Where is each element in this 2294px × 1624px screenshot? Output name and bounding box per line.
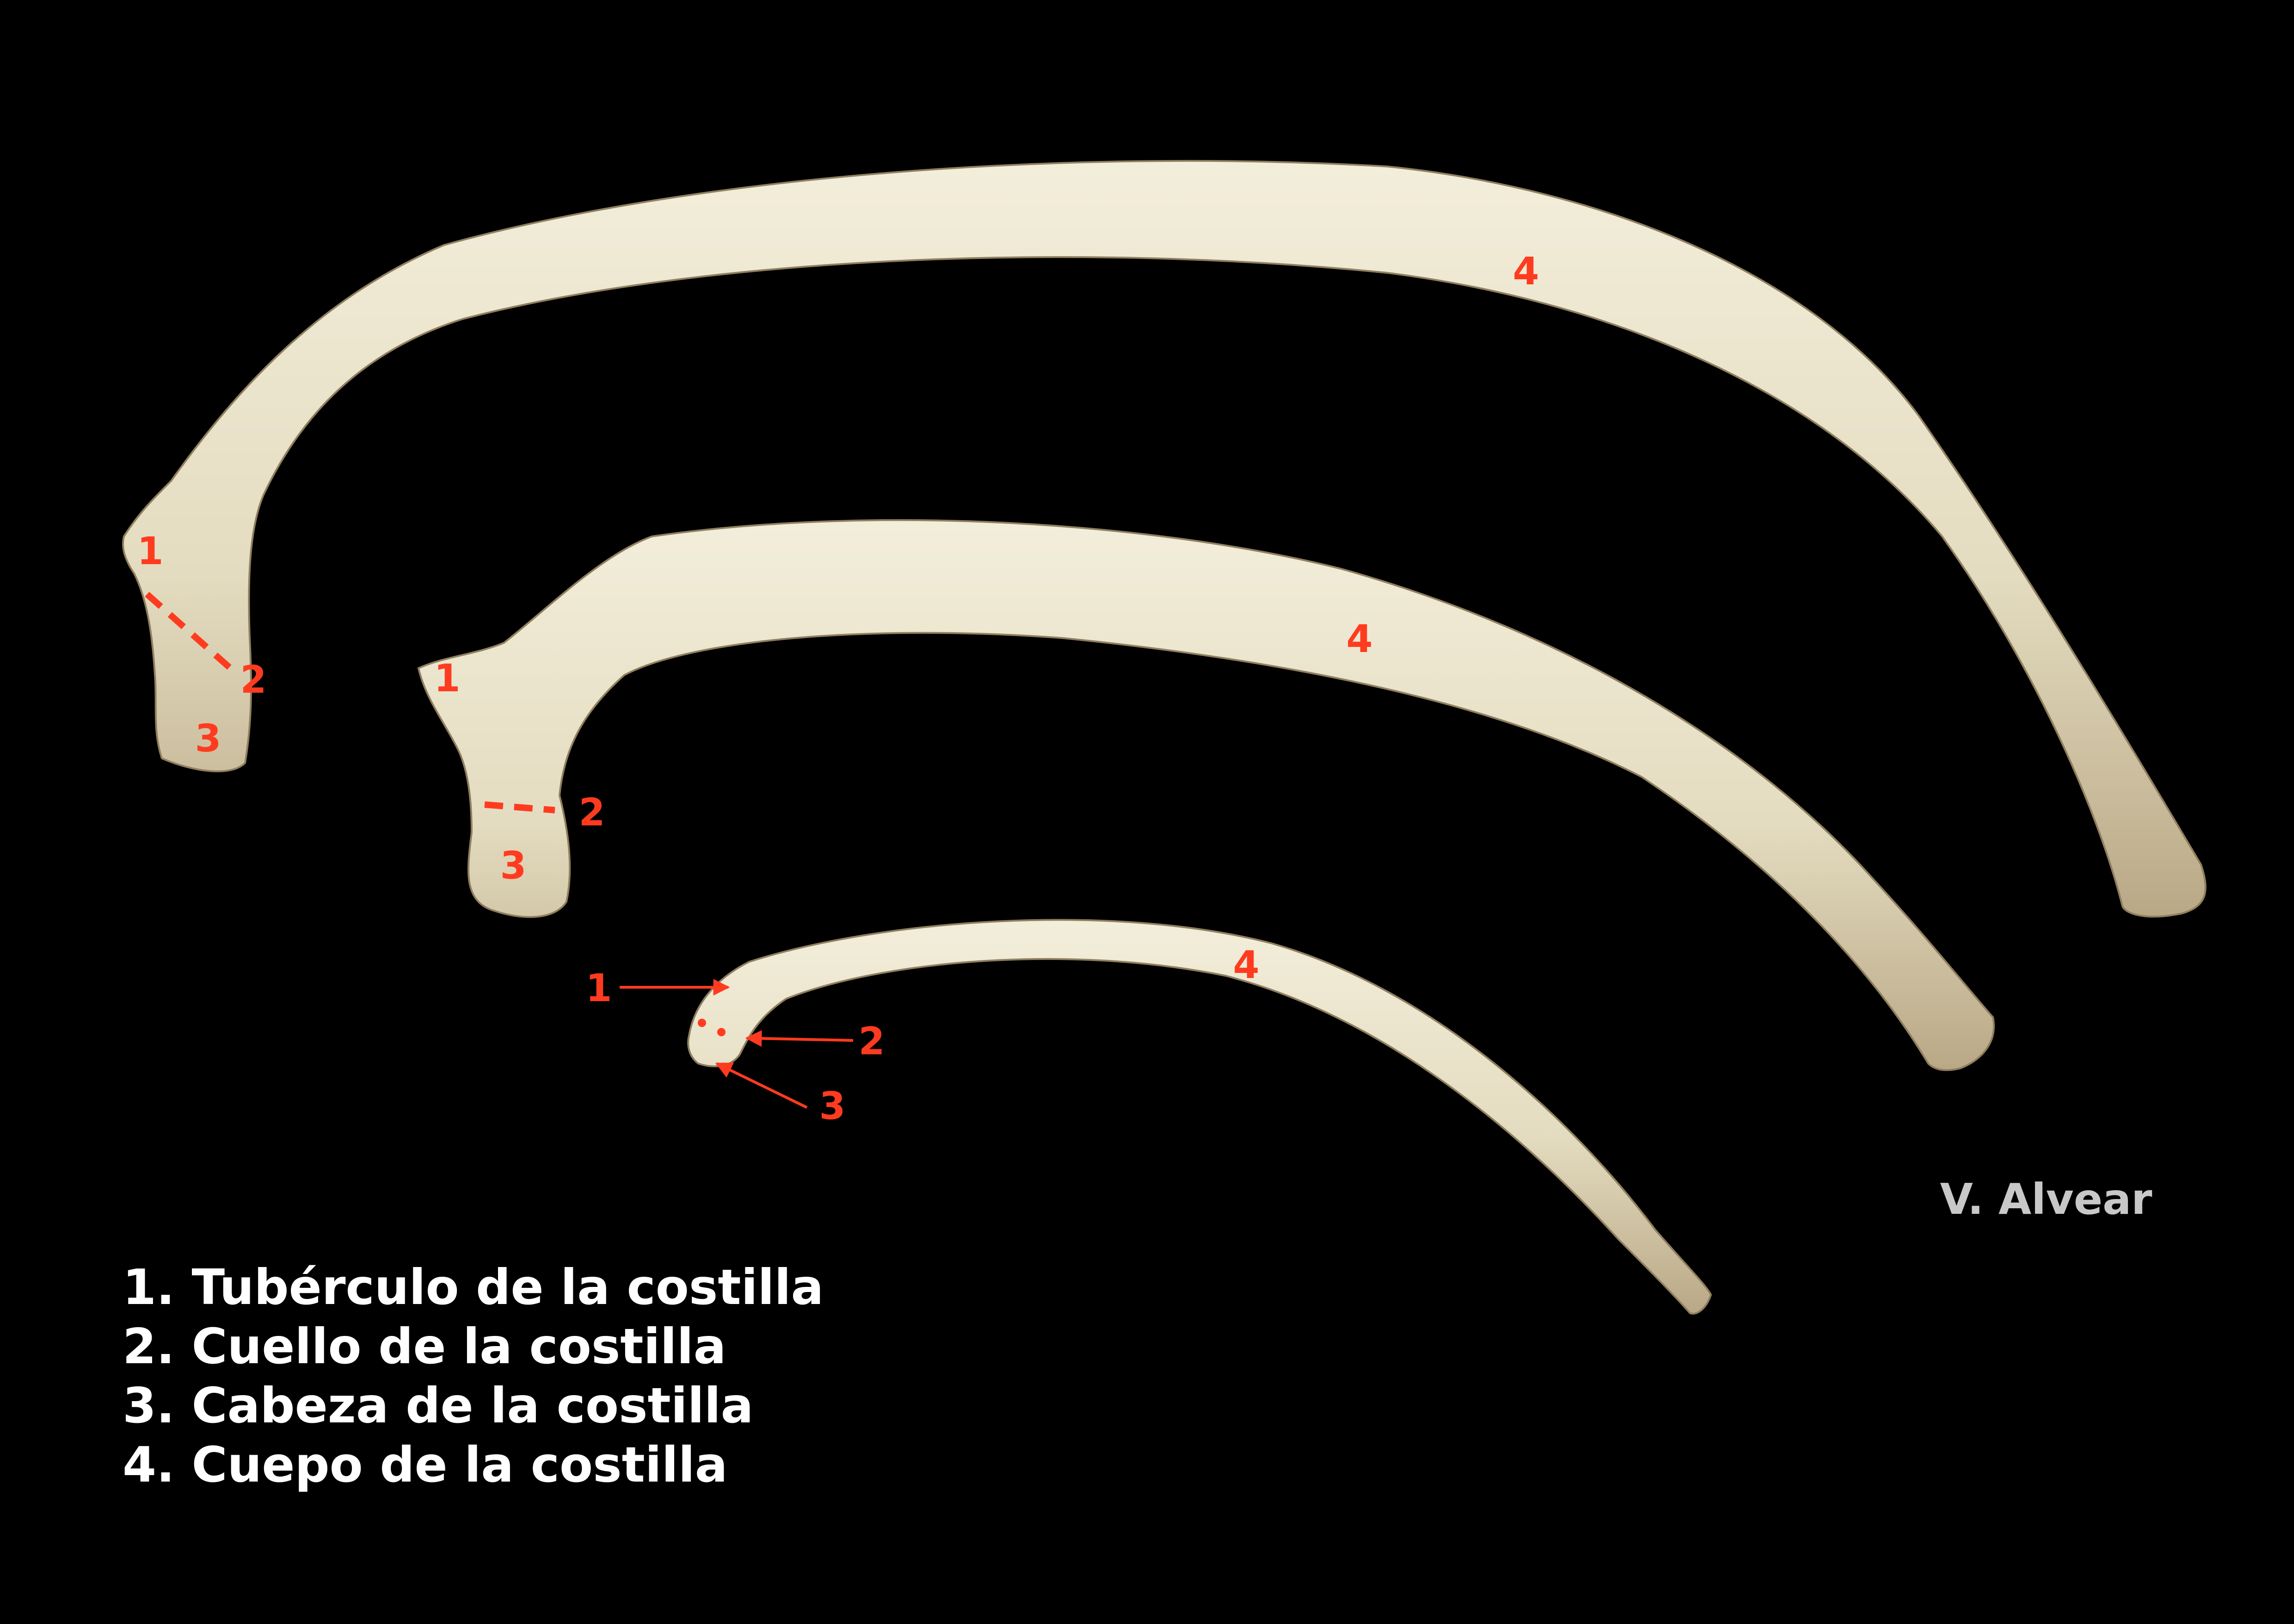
legend-item-head: 3. Cabeza de la costilla (123, 1378, 754, 1434)
rib-middle-label-2: 2 (578, 791, 605, 835)
rib-large-label-1: 1 (137, 529, 163, 573)
rib-small-label-4: 4 (1233, 943, 1259, 987)
rib-small-arrow-2 (745, 1030, 854, 1047)
rib-small-bone (687, 919, 1712, 1315)
rib-small-neck-dot (698, 1019, 706, 1027)
rib-middle-bone (417, 519, 1995, 1071)
rib-large-label-4: 4 (1513, 250, 1539, 294)
rib-small-neck-dot (717, 1028, 726, 1036)
rib-middle-label-4: 4 (1346, 617, 1372, 661)
rib-large: 1 2 3 4 (122, 160, 2207, 918)
legend-item-tubercle: 1. Tubérculo de la costilla (123, 1259, 824, 1316)
rib-small-label-2: 2 (858, 1020, 885, 1064)
rib-small: 1 2 3 4 (585, 919, 1712, 1315)
rib-large-bone (122, 160, 2207, 918)
rib-middle-label-3: 3 (500, 844, 526, 888)
rib-large-label-3: 3 (195, 717, 221, 761)
rib-small-arrow-3 (715, 1062, 808, 1109)
rib-large-label-2: 2 (240, 658, 266, 702)
legend: 1. Tubérculo de la costilla 2. Cuello de… (123, 1259, 824, 1493)
rib-middle: 1 2 3 4 (417, 519, 1995, 1071)
legend-item-body: 4. Cuepo de la costilla (123, 1437, 728, 1493)
photo-credit: V. Alvear (1940, 1175, 2153, 1224)
legend-item-neck: 2. Cuello de la costilla (123, 1318, 726, 1375)
rib-small-label-1: 1 (585, 966, 612, 1010)
rib-large-neck-line (145, 591, 240, 678)
rib-middle-label-1: 1 (434, 657, 460, 701)
rib-small-label-3: 3 (819, 1084, 845, 1128)
rib-middle-neck-line (484, 801, 555, 813)
